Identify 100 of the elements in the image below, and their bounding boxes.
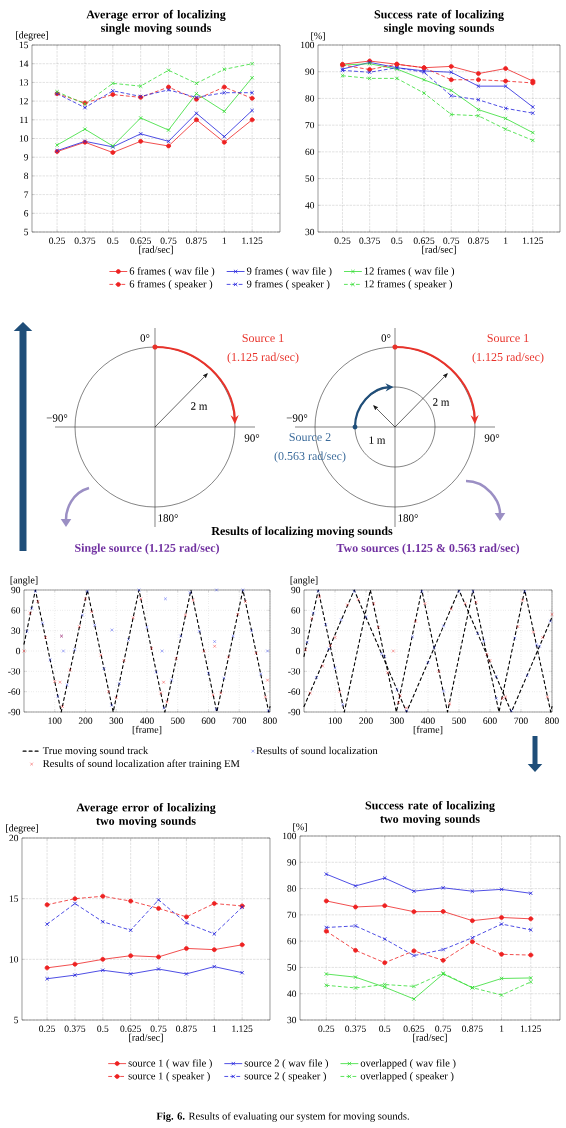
x-tick-label: 1 <box>222 237 227 244</box>
legend-label: overlapped ( speaker ) <box>360 1072 454 1082</box>
y-tick-label: 11 <box>20 116 28 123</box>
x-tick-label: 0.875 <box>462 1025 483 1032</box>
y-tick-label: 0 <box>296 647 301 655</box>
legend-label: source 2 ( wav file ) <box>244 1059 329 1069</box>
y-tick-label: 13 <box>19 79 29 86</box>
x-tick-label: 1 <box>504 237 508 244</box>
x-tick-label: 1 <box>500 1025 504 1032</box>
y-axis-title: [angle] <box>10 576 38 586</box>
x-tick-label: 0.375 <box>359 237 380 244</box>
y-tick-label: -30 <box>8 668 21 675</box>
x-tick-label: 700 <box>232 717 247 724</box>
x-tick-label: 300 <box>390 717 404 724</box>
y-tick-label: 5 <box>24 228 29 236</box>
text: (1.125 rad/sec) <box>227 352 299 364</box>
y-tick-label: 50 <box>305 175 315 182</box>
y-tick-label: 40 <box>305 202 315 209</box>
text: 0° <box>381 334 391 342</box>
x-tick-label: 0.5 <box>391 237 403 244</box>
chart-title: Single source (1.125 rad/sec) <box>75 543 220 555</box>
y-tick-label: 7 <box>24 191 29 198</box>
x-tick-label: 600 <box>201 717 216 724</box>
y-tick-label: 0 <box>16 647 21 655</box>
legend-label: source 1 ( speaker ) <box>128 1072 210 1082</box>
y-tick-label: 90 <box>287 859 297 866</box>
text: (0.563 rad/sec) <box>274 451 346 463</box>
x-tick-label: 100 <box>48 717 62 724</box>
x-tick-label: 0.625 <box>130 237 151 244</box>
y-tick-label: 9 <box>24 154 29 161</box>
chart-title: Success rate of localizing single moving sounds <box>374 9 504 35</box>
x-tick-label: 0.875 <box>468 237 489 244</box>
y-tick-label: 50 <box>287 964 297 971</box>
x-tick-label: 400 <box>421 717 435 724</box>
y-axis-title: [%] <box>293 823 307 832</box>
y-tick-label: 20 <box>9 834 19 842</box>
legend-label: 6 frames ( wav file ) <box>129 267 215 277</box>
y-tick-label: -60 <box>8 688 21 695</box>
legend-label: source 2 ( speaker ) <box>244 1072 326 1082</box>
source-note: Source 1 <box>487 333 529 343</box>
chart-title: Two sources (1.125 & 0.563 rad/sec) <box>336 543 520 555</box>
y-tick-label: 8 <box>24 172 29 180</box>
legend-label: overlapped ( wav file ) <box>360 1059 456 1069</box>
x-tick-label: 200 <box>78 717 93 724</box>
y-tick-label: 10 <box>19 135 29 142</box>
y-axis-title: [degree] <box>16 31 48 41</box>
legend-label: 9 frames ( speaker ) <box>246 279 330 290</box>
text: 180° <box>158 514 178 522</box>
x-tick-label: 0.75 <box>150 1025 167 1032</box>
x-tick-label: 700 <box>514 717 528 724</box>
x-tick-label: 1.125 <box>232 1025 253 1032</box>
y-tick-label: 90 <box>291 586 301 594</box>
x-tick-label: 0.625 <box>120 1025 141 1032</box>
x-tick-label: 0.75 <box>435 1025 452 1032</box>
x-tick-label: 500 <box>452 717 466 724</box>
x-axis-title: [rad/sec] <box>413 1033 447 1043</box>
chart-title: Average error of localizing two moving sounds <box>76 802 216 828</box>
chart-title: Average error of localizing single moving sounds <box>86 9 226 35</box>
x-tick-label: 0.875 <box>186 237 207 244</box>
y-axis-title: [angle] <box>290 576 318 586</box>
x-tick-label: 0.875 <box>176 1025 197 1032</box>
y-tick-label: 15 <box>9 895 19 902</box>
x-tick-label: 0.25 <box>318 1025 335 1032</box>
x-tick-label: 1 <box>212 1025 217 1032</box>
y-tick-label: 100 <box>301 41 315 49</box>
y-tick-label: 80 <box>287 885 297 892</box>
x-tick-label: 300 <box>109 717 124 724</box>
text: Fig. 6. Results of evaluating our system for moving sounds. <box>156 1112 409 1122</box>
x-tick-label: 500 <box>171 717 185 724</box>
x-tick-label: 200 <box>359 717 373 724</box>
y-tick-label: 6 <box>24 210 29 217</box>
source-note: Source 2 <box>289 432 331 442</box>
x-tick-label: 0.375 <box>64 1025 86 1032</box>
y-tick-label: 70 <box>305 121 315 129</box>
y-tick-label: 60 <box>11 607 21 614</box>
x-axis-title: [frame] <box>132 725 162 735</box>
x-tick-label: 1.125 <box>242 237 263 244</box>
x-axis-title: [rad/sec] <box>139 245 173 255</box>
y-tick-label: 15 <box>19 41 29 49</box>
x-tick-label: 0.75 <box>443 237 460 244</box>
legend-label: True moving sound track <box>42 746 149 757</box>
y-tick-label: 90 <box>11 586 21 594</box>
text: (1.125 rad/sec) <box>472 352 544 364</box>
y-tick-label: 10 <box>9 956 19 963</box>
legend-label: 9 frames ( wav file ) <box>246 267 332 277</box>
x-axis-title: [rad/sec] <box>129 1033 163 1043</box>
x-tick-label: 0.625 <box>413 237 435 244</box>
x-axis-title: [frame] <box>413 725 443 735</box>
x-tick-label: 600 <box>483 717 497 724</box>
x-tick-label: 1.125 <box>520 1025 542 1032</box>
y-axis-title: [degree] <box>6 824 38 834</box>
y-axis-title: [%] <box>311 32 325 41</box>
y-tick-label: 90 <box>305 68 315 75</box>
y-tick-label: 5 <box>14 1016 19 1024</box>
x-tick-label: 0.625 <box>403 1025 425 1032</box>
x-tick-label: 800 <box>545 717 559 724</box>
y-tick-label: 60 <box>305 148 315 156</box>
x-tick-label: 100 <box>328 717 342 724</box>
text: 2 m <box>433 398 450 406</box>
y-tick-label: 30 <box>11 627 21 634</box>
